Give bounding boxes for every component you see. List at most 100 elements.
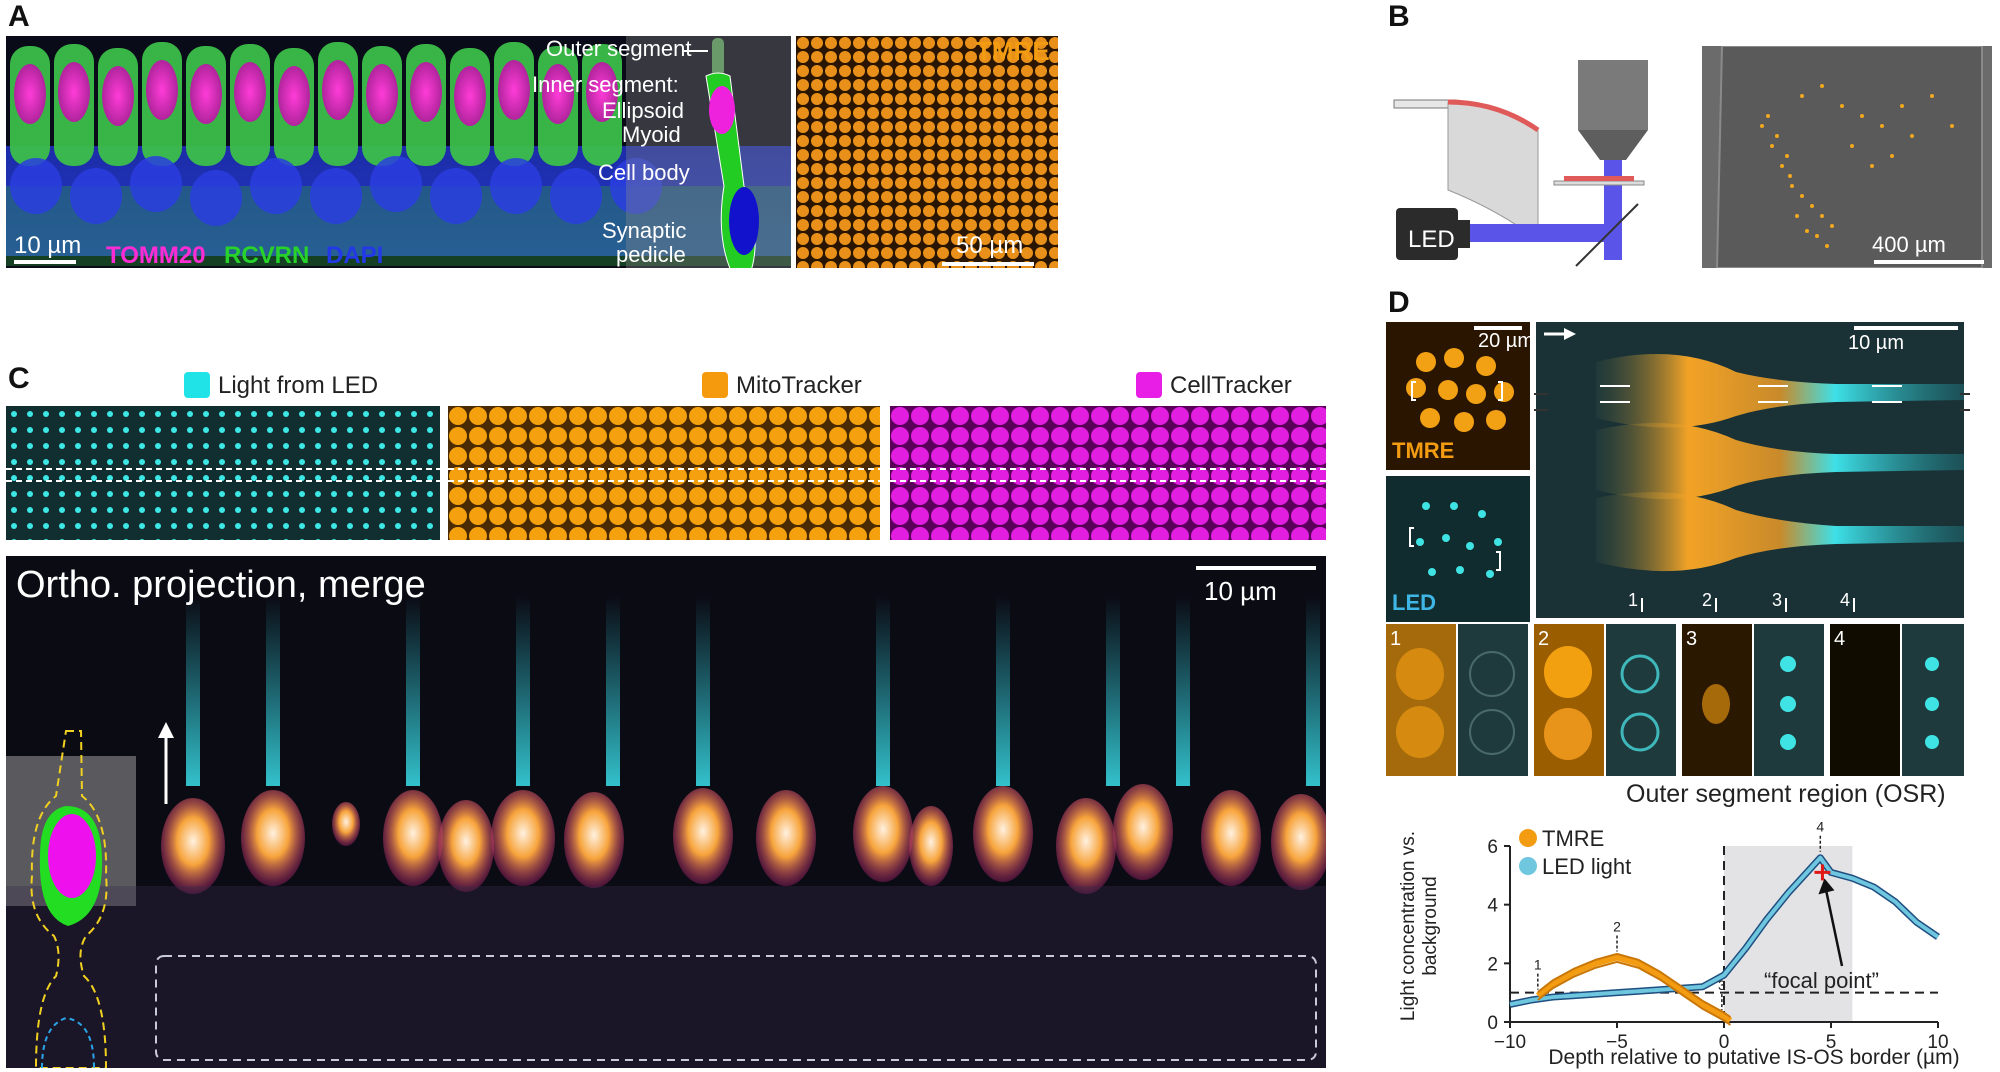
crop-label-4: 4 (1834, 628, 1846, 650)
series-led-light (1509, 855, 1940, 1007)
scale-bar-d-large (1854, 326, 1958, 330)
scale-bar-a-left (14, 260, 76, 264)
kymo-outer-ticks (1534, 393, 1970, 411)
tmre-thumb-image (1386, 322, 1530, 470)
y-tick-label: 0 (1487, 1013, 1498, 1034)
scale-label-d-large: 10 µm (1848, 332, 1904, 354)
scale-label-c: 10 µm (1204, 576, 1277, 606)
panel-d-led-thumb: LED (1386, 476, 1530, 622)
series-tmre (1535, 954, 1733, 1024)
position-marker-label: 1 (1534, 957, 1542, 973)
kymo-marker-3: 3 (1772, 590, 1783, 610)
legend-swatch-celltracker (1136, 372, 1162, 398)
x-tick-label: −5 (1606, 1032, 1628, 1053)
position-marker-label: 3 (1718, 977, 1726, 993)
legend-dot-tmre (1519, 829, 1537, 847)
panel-label-a: A (8, 0, 30, 33)
chart-ylabel-wrap: Light concentration vs. background (1398, 822, 1441, 1021)
scale-bar-b (1874, 260, 1984, 264)
chart-axes: −10 −5 0 5 10 0 2 4 6 (1487, 837, 1948, 1053)
tissue-overview-image (1702, 46, 1992, 268)
tmre-label-d: TMRE (1392, 438, 1455, 463)
x-tick-label: 5 (1826, 1032, 1837, 1053)
ortho-title: Ortho. projection, merge (16, 564, 426, 606)
led-label-b: LED (1408, 226, 1455, 253)
scale-label-d-small: 20 µm (1478, 330, 1530, 352)
annotation-arrow-line (1823, 882, 1844, 967)
series-tmre-replicate (1537, 952, 1731, 1018)
x-tick-label: 10 (1927, 1032, 1948, 1053)
chart-ylabel: Light concentration vs. background (1398, 830, 1441, 1022)
crop-label-3: 3 (1686, 628, 1698, 650)
celltracker-image (890, 406, 1326, 540)
legend-label-tmre: TMRE (1542, 826, 1604, 851)
y-tick-label: 6 (1487, 837, 1498, 858)
led-thumb-image (1386, 476, 1530, 622)
chart-xlabel: Depth relative to putative IS-OS border … (1548, 1046, 1959, 1069)
kymo-marker-4: 4 (1840, 590, 1851, 610)
y-tick-label: 4 (1487, 896, 1498, 917)
panel-c-mitotracker-image (448, 406, 880, 540)
legend-dot-led (1519, 857, 1537, 875)
chart-series (1509, 854, 1940, 1026)
legend-swatch-mitotracker (702, 372, 728, 398)
scale-label-a-left: 10 µm (14, 232, 82, 259)
kymo-marker-2: 2 (1702, 590, 1713, 610)
chart-legend: TMRE LED light (1519, 826, 1631, 879)
label-myoid: Myoid (622, 122, 681, 147)
tmre-label-a: TMRE (976, 36, 1050, 66)
scale-bar-c (1196, 566, 1316, 570)
legend-text-mitotracker: MitoTracker (736, 372, 862, 399)
panel-a-retina-image: Outer segment Inner segment: Ellipsoid M… (6, 36, 791, 268)
ortho-projection-image (6, 556, 1326, 1068)
light-concentration-chart: −10 −5 0 5 10 0 2 4 6 1 2 3 4 TMRE LED light Depth … (1487, 819, 1959, 1069)
legend-text-led: Light from LED (218, 372, 379, 399)
mito-bulbs (161, 784, 1326, 894)
crop-thumbnails (1386, 624, 1964, 776)
position-marker-label: 4 (1816, 819, 1824, 835)
label-inner-segment: Inner segment: (532, 72, 679, 97)
panel-d-kymograph: 10 µm 1 2 3 4 (1536, 322, 1964, 618)
stain-dapi: DAPI (326, 242, 384, 268)
label-ellipsoid: Ellipsoid (602, 98, 684, 123)
photoreceptor-diagram (705, 38, 759, 268)
osr-label: Outer segment region (OSR) (1626, 780, 1946, 808)
led-spots-image (6, 406, 440, 540)
scale-bar-d-small (1474, 326, 1522, 330)
panel-c-celltracker-image (890, 406, 1326, 540)
panel-c-led-image (6, 406, 440, 540)
legend-text-celltracker: CellTracker (1170, 372, 1292, 399)
panel-label-c: C (8, 362, 30, 395)
panel-a-tmre-image: TMRE 50 µm (796, 36, 1058, 268)
focal-point-annotation: “focal point” (1764, 968, 1879, 993)
x-tick-label: −10 (1494, 1032, 1526, 1053)
label-cell-body: Cell body (598, 160, 690, 185)
label-outer-segment: Outer segment (546, 36, 692, 61)
stain-rcvrn: RCVRN (224, 242, 310, 268)
pointer-line (684, 50, 708, 52)
label-synaptic: Synaptic (602, 218, 687, 243)
panel-d-crop-row: 1 2 3 4 (1386, 624, 1964, 776)
crop-label-2: 2 (1538, 628, 1550, 650)
legend-swatch-led (184, 372, 210, 398)
kymograph-image (1536, 322, 1964, 618)
legend-label-led: LED light (1542, 854, 1631, 879)
retina-section-image (6, 36, 791, 268)
kymo-marker-1: 1 (1628, 590, 1639, 610)
scale-label-a-right: 50 µm (956, 232, 1024, 259)
panel-d-tmre-thumb: 20 µm TMRE (1386, 322, 1530, 470)
tmre-flatmount-image (796, 36, 1058, 268)
annotation-arrow-head (1818, 878, 1835, 895)
crop-label-1: 1 (1390, 628, 1402, 650)
scale-bar-a-right (942, 262, 1034, 266)
label-pedicle: pedicle (616, 242, 686, 267)
panel-b-tissue-image: 400 µm (1702, 46, 1992, 268)
stain-tomm20: TOMM20 (106, 242, 206, 268)
mitotracker-image (448, 406, 880, 540)
cell-outline (30, 730, 108, 1068)
scale-label-b: 400 µm (1872, 232, 1946, 257)
panel-label-d: D (1388, 286, 1410, 319)
series-tmre-replicate (1537, 960, 1731, 1026)
panel-c-ortho-image: Ortho. projection, merge 10 µm (6, 556, 1326, 1068)
microscope-schematic (1393, 60, 1648, 267)
